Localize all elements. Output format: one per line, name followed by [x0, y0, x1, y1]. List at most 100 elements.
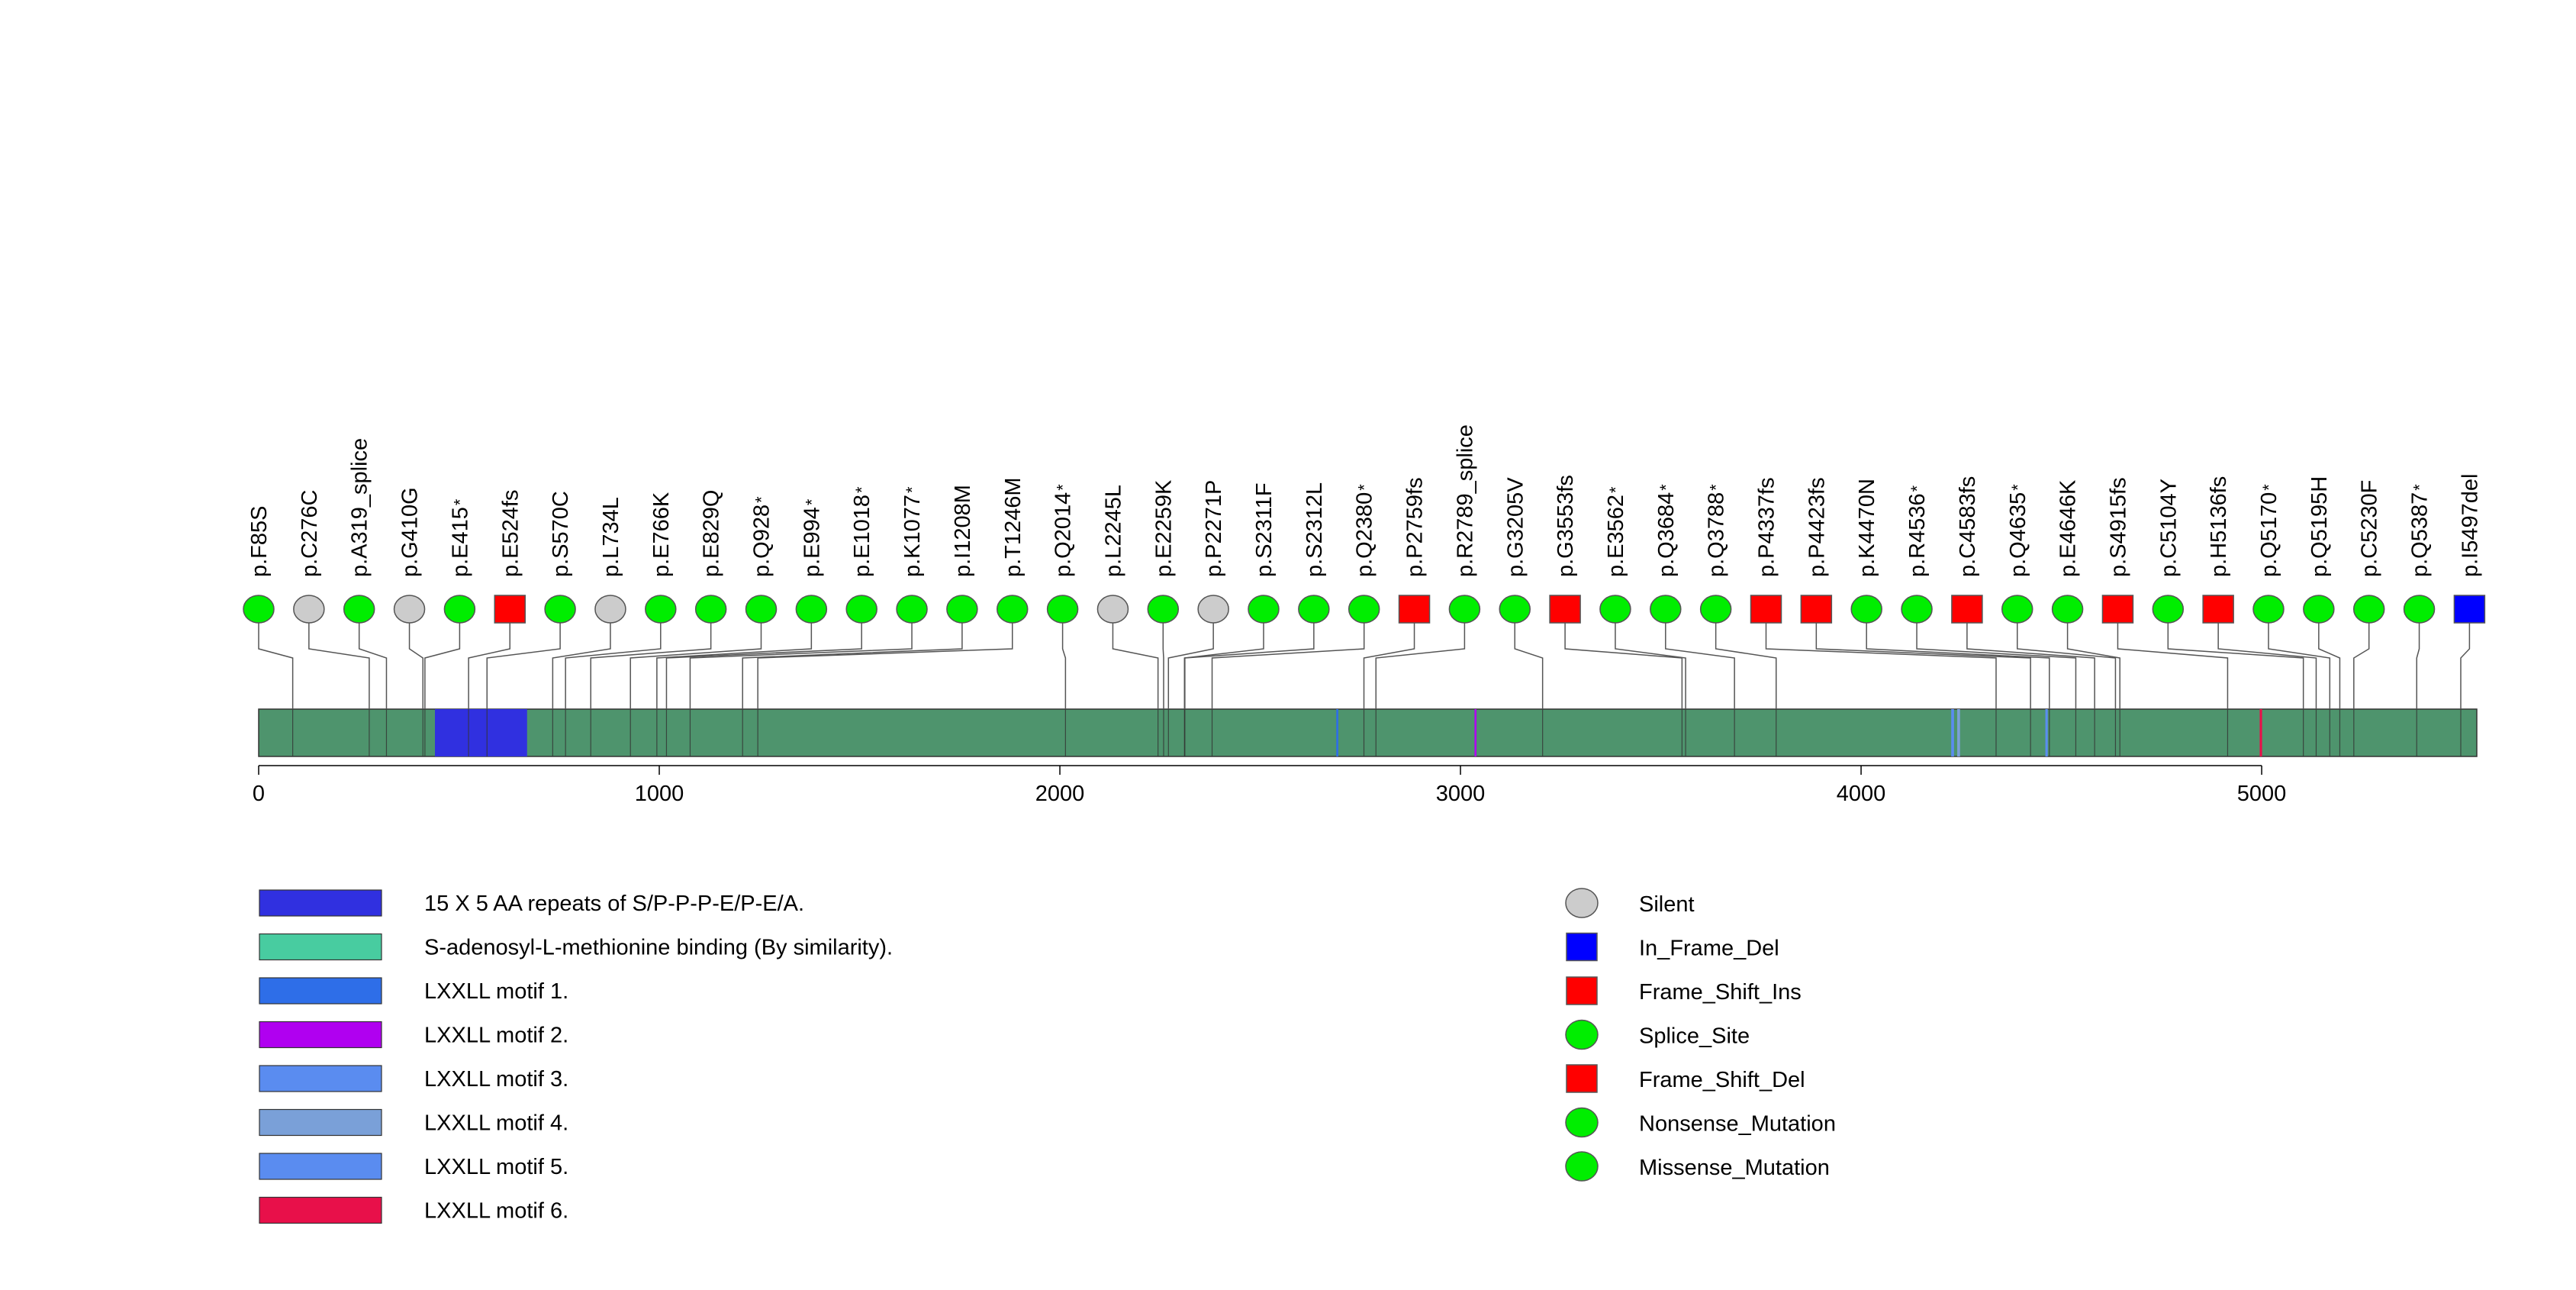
legend-label-missense-mutation: Missense_Mutation — [1639, 1156, 1830, 1180]
marker-q5387[interactable] — [2403, 595, 2436, 624]
marker-e415[interactable] — [443, 595, 476, 624]
marker-e829q[interactable] — [694, 595, 727, 624]
marker-q4635[interactable] — [2001, 595, 2033, 624]
marker-a319-splice[interactable] — [343, 595, 375, 624]
marker-c276c[interactable] — [293, 595, 325, 624]
mutation-label: p.C276C — [298, 490, 322, 577]
marker-s2311f[interactable] — [1248, 595, 1280, 624]
label-c5230f: p.C5230F — [2358, 480, 2382, 577]
marker-f85s[interactable] — [243, 595, 275, 624]
marker-q2380[interactable] — [1348, 595, 1380, 624]
label-p4337fs: p.P4337fs — [1755, 477, 1779, 577]
mutation-label: p.P4423fs — [1805, 477, 1829, 577]
stem-i1208m — [742, 621, 963, 709]
domain-region-6 — [1957, 709, 1960, 756]
mutation-label: p.E415* — [448, 498, 472, 577]
x-tick-label-5000: 5000 — [2237, 782, 2287, 806]
label-s4915fs: p.S4915fs — [2106, 477, 2130, 577]
nonsense-star: * — [903, 486, 922, 493]
marker-e3562[interactable] — [1599, 595, 1631, 624]
marker-s2312l[interactable] — [1298, 595, 1330, 624]
legend-marker-frame-shift-del — [1566, 1064, 1598, 1093]
domain-legend-swatch-8 — [259, 1196, 382, 1224]
marker-e994[interactable] — [795, 595, 828, 624]
legend-marker-splice-site — [1565, 1019, 1599, 1050]
marker-q3684[interactable] — [1650, 595, 1682, 624]
domain-legend-label-2: S-adenosyl-L-methionine binding (By simi… — [424, 936, 893, 960]
marker-h5136fs[interactable] — [2202, 595, 2234, 624]
marker-p4337fs[interactable] — [1750, 595, 1782, 624]
marker-e4646k[interactable] — [2051, 595, 2084, 624]
legend-label-silent: Silent — [1639, 892, 1695, 917]
label-q4635: p.Q4635* — [2006, 484, 2030, 577]
marker-q928[interactable] — [745, 595, 778, 624]
domain-legend-swatch-2 — [259, 933, 382, 961]
label-i1208m: p.I1208M — [951, 485, 975, 577]
stem-q2014 — [1061, 621, 1067, 709]
mutation-label: p.S2312L — [1302, 482, 1327, 577]
marker-i1208m[interactable] — [946, 595, 978, 624]
label-l2245l: p.L2245L — [1101, 485, 1125, 577]
stem-t1246m — [757, 621, 1013, 709]
marker-k4470n[interactable] — [1850, 595, 1882, 624]
stem-e994 — [656, 621, 813, 709]
marker-p2271p[interactable] — [1197, 595, 1229, 624]
stem-f85s — [258, 621, 294, 709]
marker-c5230f[interactable] — [2352, 595, 2385, 624]
marker-c5104y[interactable] — [2152, 595, 2185, 624]
marker-t1246m[interactable] — [997, 595, 1029, 624]
protein-track — [258, 708, 2478, 757]
marker-e1018[interactable] — [845, 595, 877, 624]
marker-r4536[interactable] — [1901, 595, 1933, 624]
marker-c4583fs[interactable] — [1951, 595, 1983, 624]
mutation-label: p.E2259K — [1151, 479, 1176, 577]
label-e829q: p.E829Q — [700, 490, 724, 577]
marker-g3553fs[interactable] — [1549, 595, 1581, 624]
label-a319-splice: p.A319_splice — [348, 438, 372, 577]
marker-q5170[interactable] — [2252, 595, 2285, 624]
marker-e524fs[interactable] — [494, 595, 526, 624]
label-q2380: p.Q2380* — [1353, 484, 1377, 577]
marker-q3788[interactable] — [1699, 595, 1732, 624]
mutation-labels: p.F85S p.C276C p.A319_splice p.G410G p.E415*… — [247, 424, 2482, 577]
marker-s4915fs[interactable] — [2101, 595, 2134, 624]
domain-legend-swatch-3 — [259, 977, 382, 1005]
marker-g3205v[interactable] — [1499, 595, 1531, 624]
marker-q2014[interactable] — [1046, 595, 1079, 624]
mutation-label: p.F85S — [247, 506, 272, 578]
mutation-label: p.E3562* — [1604, 486, 1628, 577]
label-q5387: p.Q5387* — [2408, 484, 2433, 577]
label-e524fs: p.E524fs — [498, 490, 523, 577]
marker-p4423fs[interactable] — [1800, 595, 1833, 624]
stem-e524fs — [468, 621, 510, 709]
domain-region-4 — [1474, 709, 1477, 756]
x-tick-label-0: 0 — [253, 782, 265, 806]
marker-s570c[interactable] — [544, 595, 576, 624]
stem-p2271p — [1167, 621, 1214, 709]
stem-i5497del — [2460, 621, 2471, 709]
label-c276c: p.C276C — [298, 490, 322, 577]
marker-r2789-splice[interactable] — [1448, 595, 1481, 624]
marker-g410g[interactable] — [393, 595, 426, 624]
legend-marker-silent — [1565, 888, 1599, 918]
marker-p2759fs[interactable] — [1398, 595, 1431, 624]
marker-q5195h[interactable] — [2303, 595, 2335, 624]
nonsense-star: * — [1355, 484, 1374, 491]
stem-q2380 — [1211, 621, 1365, 709]
marker-e2259k[interactable] — [1147, 595, 1180, 624]
marker-l734l[interactable] — [594, 595, 626, 624]
stem-c5230f — [2353, 621, 2370, 709]
nonsense-star: * — [802, 498, 821, 505]
marker-k1077[interactable] — [896, 595, 928, 624]
label-p2271p: p.P2271P — [1202, 480, 1226, 577]
marker-e766k[interactable] — [645, 595, 677, 624]
domain-legend-swatch-1 — [259, 889, 382, 917]
mutation-label: p.C4583fs — [1956, 476, 1980, 577]
marker-l2245l[interactable] — [1096, 595, 1129, 624]
label-s2312l: p.S2312L — [1302, 482, 1327, 577]
marker-i5497del[interactable] — [2453, 595, 2486, 624]
label-t1246m: p.T1246M — [1001, 477, 1026, 577]
nonsense-star: * — [1606, 486, 1625, 493]
mutation-type-legend: Silent In_Frame_Del Frame_Shift_Ins Splice_… — [1565, 888, 1836, 1182]
label-q2014: p.Q2014* — [1051, 484, 1076, 577]
